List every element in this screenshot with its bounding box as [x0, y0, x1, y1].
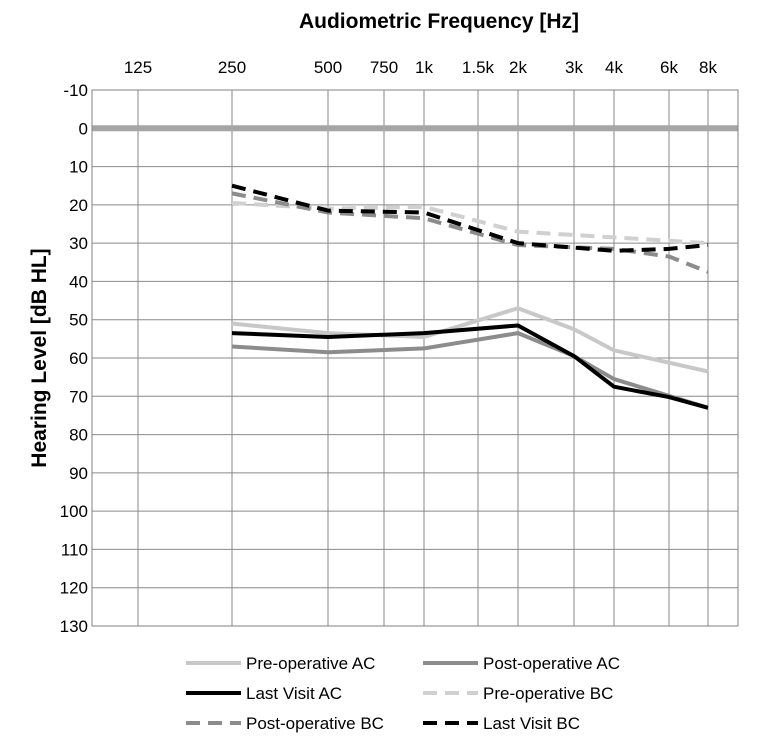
legend-label-last-visit-ac: Last Visit AC	[246, 684, 342, 703]
y-tick-label: 20	[69, 196, 88, 215]
y-tick-label: -10	[63, 81, 88, 100]
series-line-pre-operative-bc	[231, 200, 709, 246]
legend-label-pre-operative-ac: Pre-operative AC	[246, 654, 375, 673]
x-tick-label: 6k	[660, 58, 678, 77]
y-axis-label: Hearing Level [dB HL]	[28, 248, 51, 467]
series-line-pre-operative-ac	[231, 306, 709, 374]
y-tick-label: 60	[69, 349, 88, 368]
x-tick-label: 125	[124, 58, 152, 77]
x-tick-label: 3k	[565, 58, 583, 77]
y-tick-label: 90	[69, 464, 88, 483]
legend-label-post-operative-ac: Post-operative AC	[483, 654, 620, 673]
y-tick-label: 70	[69, 387, 88, 406]
x-tick-label: 1.5k	[462, 58, 495, 77]
grid	[92, 89, 738, 627]
x-tick-labels: 125 250 500 750 1k 1.5k 2k 3k 4k 6k 8k	[124, 58, 718, 77]
y-tick-label: 50	[69, 311, 88, 330]
x-tick-label: 1k	[415, 58, 433, 77]
y-tick-label: 0	[79, 119, 88, 138]
y-tick-label: 100	[60, 502, 88, 521]
chart-title: Audiometric Frequency [Hz]	[299, 10, 579, 33]
y-tick-label: 80	[69, 426, 88, 445]
legend-label-pre-operative-bc: Pre-operative BC	[483, 684, 613, 703]
y-tick-label: 130	[60, 617, 88, 636]
y-tick-label: 30	[69, 234, 88, 253]
x-tick-label: 250	[218, 58, 246, 77]
y-tick-label: 10	[69, 158, 88, 177]
legend-label-post-operative-bc: Post-operative BC	[246, 714, 384, 733]
legend-label-last-visit-bc: Last Visit BC	[483, 714, 580, 733]
y-tick-label: 40	[69, 272, 88, 291]
y-tick-label: 120	[60, 579, 88, 598]
x-tick-label: 4k	[605, 58, 623, 77]
series-group	[231, 183, 709, 410]
x-tick-label: 2k	[509, 58, 527, 77]
x-tick-label: 750	[370, 58, 398, 77]
y-tick-labels: -10 0 10 20 30 40 50 60 70 80 90 100 110 120 130	[60, 81, 88, 636]
x-tick-label: 8k	[699, 58, 717, 77]
x-tick-label: 500	[314, 58, 342, 77]
legend: Pre-operative AC Post-operative AC Last Vi…	[186, 654, 620, 733]
series-line-last-visit-bc	[231, 183, 709, 253]
series-line-last-visit-ac	[231, 323, 709, 410]
series-line-post-operative-ac	[231, 331, 709, 410]
plot-frame	[91, 89, 739, 627]
y-tick-label: 110	[61, 540, 88, 559]
